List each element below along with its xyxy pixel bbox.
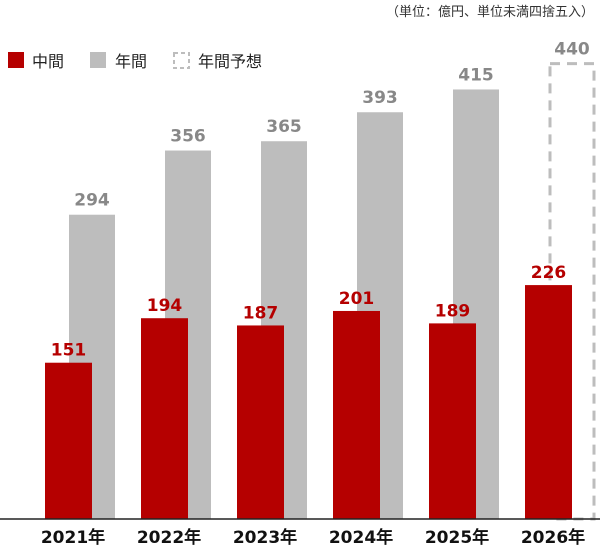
legend-swatch-forecast [173, 52, 190, 69]
x-tick-label: 2022年 [137, 527, 201, 546]
half-year-bar [429, 323, 476, 519]
legend-swatch-half-year [8, 52, 24, 68]
half-year-value-label: 194 [147, 296, 183, 316]
forecast-value-label: 440 [554, 40, 590, 60]
legend-label-forecast: 年間予想 [198, 52, 262, 71]
unit-note: （単位：億円、単位未満四捨五入） [386, 4, 594, 20]
half-year-bar [141, 318, 188, 519]
x-tick-label: 2024年 [329, 527, 393, 546]
full-year-value-label: 365 [266, 117, 302, 137]
legend: 中間 年間 年間予想 [8, 52, 262, 71]
half-year-bar [333, 310, 380, 519]
half-year-bar [45, 362, 92, 519]
legend-swatch-full-year [90, 52, 106, 68]
bars-layer [45, 62, 596, 521]
full-year-value-label: 356 [170, 127, 206, 147]
x-tick-label: 2026年 [521, 527, 585, 546]
full-year-value-label: 415 [458, 65, 494, 85]
half-year-bar [237, 325, 284, 519]
full-year-value-label: 393 [362, 88, 398, 108]
half-year-value-label: 189 [435, 301, 471, 321]
half-year-value-label: 201 [339, 289, 375, 309]
legend-label-half-year: 中間 [32, 52, 64, 71]
x-axis-tick-labels: 2021年 2022年 2023年 2024年 2025年 2026年 [41, 527, 585, 546]
x-tick-label: 2023年 [233, 527, 297, 546]
half-year-value-label: 226 [531, 263, 567, 283]
half-year-value-label: 151 [51, 341, 87, 361]
value-labels-layer: 294 151 356 194 365 187 393 201 415 189 440 226 [51, 40, 590, 361]
x-tick-label: 2021年 [41, 527, 105, 546]
x-tick-label: 2025年 [425, 527, 489, 546]
half-year-value-label: 187 [243, 303, 279, 323]
legend-item-half-year: 中間 [8, 52, 64, 71]
legend-item-full-year: 年間 [90, 52, 147, 71]
half-year-bar [525, 285, 572, 519]
full-year-value-label: 294 [74, 191, 110, 211]
legend-label-full-year: 年間 [115, 52, 147, 71]
legend-item-forecast: 年間予想 [173, 52, 262, 71]
